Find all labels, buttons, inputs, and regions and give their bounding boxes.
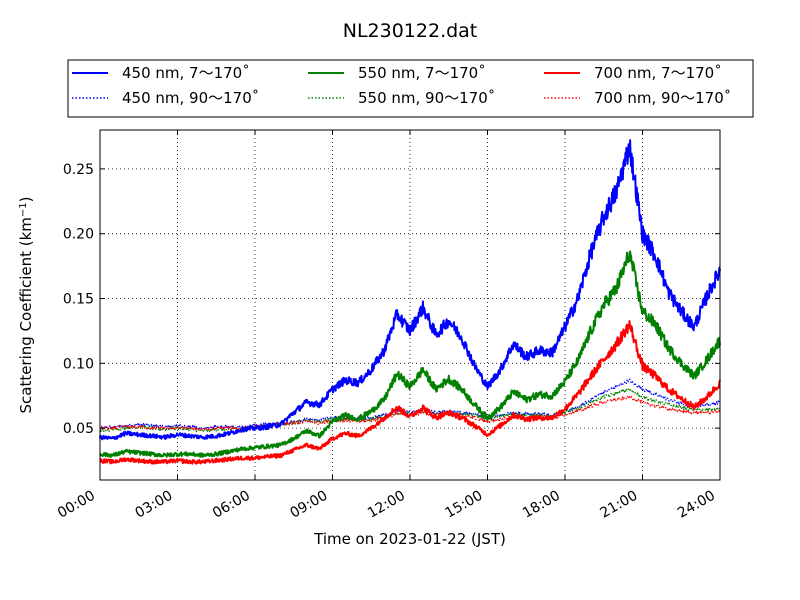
- series-line-3: [99, 250, 721, 458]
- x-tick-label: 21:00: [598, 488, 641, 522]
- legend-label-1: 450 nm, 7～170˚: [122, 64, 250, 82]
- legend-label-2: 450 nm, 90～170˚: [122, 89, 259, 107]
- y-axis-label: Scattering Coefficient (km−1): [17, 196, 35, 413]
- y-tick-label: 0.25: [63, 162, 94, 178]
- x-tick-label: 18:00: [520, 488, 563, 522]
- y-tick-label: 0.05: [63, 421, 94, 437]
- x-tick-label: 09:00: [288, 488, 331, 522]
- y-tick-label: 0.15: [63, 292, 94, 308]
- y-axis-label-exponent: −1: [18, 202, 29, 217]
- series-line-1: [99, 139, 721, 441]
- legend-label-5: 700 nm, 7～170˚: [594, 64, 722, 82]
- x-tick-label: 03:00: [133, 488, 176, 522]
- x-tick-label: 06:00: [210, 488, 253, 522]
- legend-label-6: 700 nm, 90～170˚: [594, 89, 731, 107]
- legend: 450 nm, 7～170˚ 450 nm, 90～170˚ 550 nm, 7～1…: [67, 59, 754, 118]
- y-tick-label: 0.20: [63, 227, 94, 243]
- x-axis-label: Time on 2023-01-22 (JST): [313, 530, 506, 548]
- y-axis-label-main: Scattering Coefficient (km: [17, 217, 35, 413]
- chart-title: NL230122.dat: [343, 20, 478, 42]
- y-tick-label: 0.10: [63, 356, 94, 372]
- x-tick-label: 12:00: [365, 488, 408, 522]
- x-tick-label: 24:00: [675, 488, 718, 522]
- x-tick-label: 15:00: [443, 488, 486, 522]
- grid: [100, 130, 720, 480]
- y-axis-label-end: ): [17, 196, 35, 202]
- legend-label-4: 550 nm, 90～170˚: [358, 89, 495, 107]
- legend-box: [67, 59, 754, 118]
- legend-label-3: 550 nm, 7～170˚: [358, 64, 486, 82]
- series-line-5: [99, 320, 721, 465]
- series-lines: [99, 139, 721, 465]
- x-tick-label: 00:00: [55, 488, 98, 522]
